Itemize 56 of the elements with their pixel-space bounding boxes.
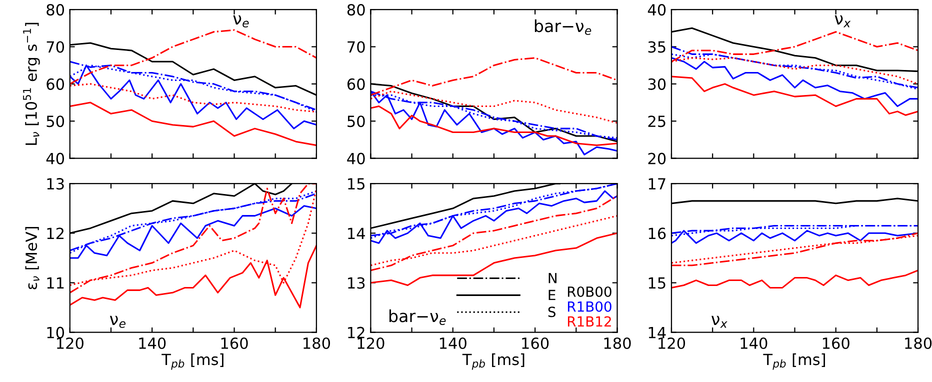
- y-tick-label: 13: [47, 178, 64, 190]
- annotation: bar−ν$_{e}$: [534, 19, 592, 35]
- y-tick-label: 40: [347, 152, 365, 164]
- y-tick-label: 10: [47, 326, 64, 338]
- x-tick-label: 140: [740, 337, 768, 350]
- y-tick-label: 70: [46, 41, 64, 53]
- x-tick-label: 140: [440, 337, 466, 350]
- x-tick-label: 160: [221, 337, 248, 350]
- x-tick-label: 140: [139, 337, 166, 350]
- x-tick-label: 160: [822, 337, 850, 350]
- x-tick-label: 180: [905, 337, 932, 350]
- x-tick-label: 120: [658, 337, 686, 350]
- y-tick-label: 15: [648, 277, 666, 289]
- y-tick-label: 20: [648, 152, 666, 164]
- y-tick-label: 40: [46, 152, 64, 164]
- y-tick-label: 14: [348, 228, 365, 239]
- x-axis-title: T$_{pb}$ [ms]: [162, 353, 224, 370]
- annotation: R1B12: [568, 316, 611, 327]
- y-tick-label: 11: [47, 277, 64, 289]
- y-tick-label: 60: [347, 78, 365, 90]
- y-tick-label: 80: [347, 4, 365, 16]
- y-tick-label: 30: [648, 78, 666, 90]
- y-tick-label: 15: [348, 178, 364, 190]
- y-tick-label: 35: [648, 41, 666, 53]
- y-tick-label: 13: [348, 277, 365, 289]
- y-axis-title: ε$_{ν}$ [MeV]: [25, 226, 40, 290]
- x-axis-title: T$_{pb}$ [ms]: [763, 353, 825, 370]
- y-tick-label: 17: [648, 178, 666, 190]
- y-tick-label: 25: [648, 116, 666, 128]
- x-tick-label: 180: [304, 337, 330, 350]
- y-tick-label: 40: [648, 4, 666, 16]
- y-tick-label: 70: [348, 41, 365, 53]
- annotation: S: [548, 306, 556, 318]
- y-tick-label: 12: [348, 326, 364, 338]
- x-tick-label: 160: [522, 337, 549, 350]
- y-tick-label: 16: [648, 228, 666, 240]
- annotation: ν$_{e}$: [233, 15, 249, 28]
- x-tick-label: 120: [358, 337, 384, 350]
- annotation: E: [548, 290, 556, 300]
- y-tick-label: 60: [46, 78, 64, 90]
- annotation: R1B00: [568, 301, 612, 312]
- y-axis-title: L$_{ν}$ [10$^{51}$ erg s$^{−1}$]: [23, 22, 40, 145]
- y-tick-label: 14: [648, 327, 666, 338]
- y-tick-label: 80: [46, 4, 64, 16]
- x-axis-title: T$_{pb}$ [ms]: [462, 353, 524, 370]
- annotation: N: [548, 273, 556, 284]
- x-tick-label: 180: [604, 337, 631, 350]
- annotation: bar−ν$_{e}$: [389, 309, 446, 325]
- annotation: ν$_{x}$: [712, 316, 728, 328]
- annotation: ν$_{x}$: [834, 15, 851, 28]
- y-tick-label: 12: [47, 228, 64, 239]
- x-tick-label: 120: [56, 337, 84, 350]
- annotation: ν$_{e}$: [110, 316, 126, 328]
- y-tick-label: 50: [348, 116, 365, 128]
- y-tick-label: 50: [46, 116, 64, 128]
- annotation: R0B00: [568, 286, 612, 297]
